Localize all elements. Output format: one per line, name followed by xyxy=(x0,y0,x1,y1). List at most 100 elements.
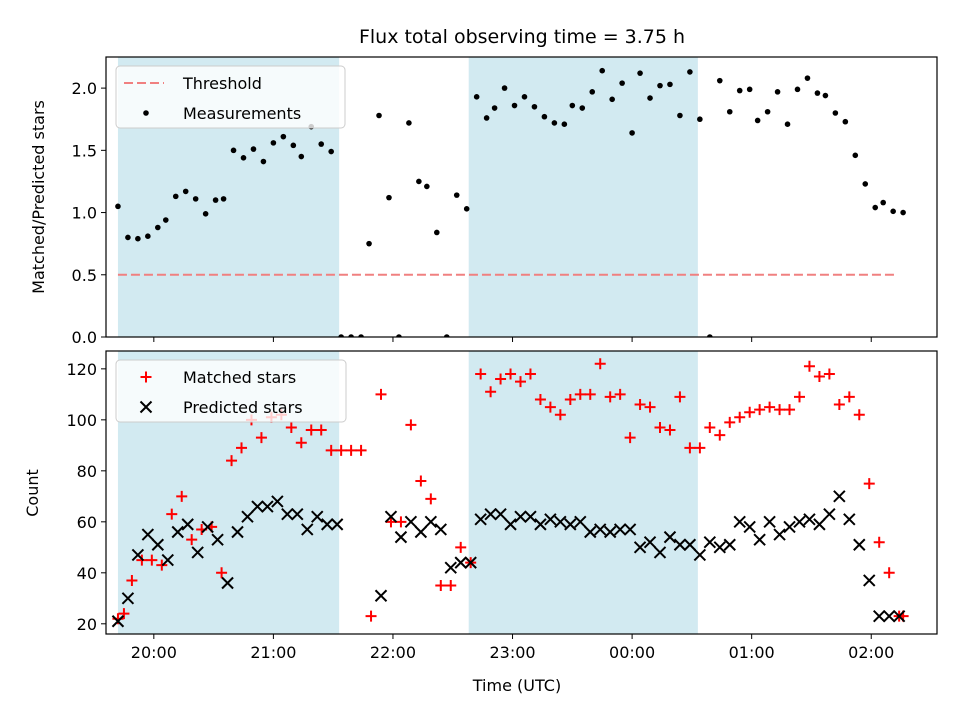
data-point xyxy=(485,386,497,398)
data-point xyxy=(121,592,135,605)
data-point xyxy=(515,376,527,388)
data-point xyxy=(211,533,224,546)
y-tick-label: 120 xyxy=(66,360,97,379)
data-point xyxy=(713,541,726,554)
data-point xyxy=(813,518,826,531)
data-point xyxy=(115,203,121,210)
data-point xyxy=(475,368,487,380)
data-point xyxy=(305,424,317,436)
data-point xyxy=(455,541,467,553)
axes-frame xyxy=(105,56,938,338)
data-point xyxy=(793,391,805,403)
data-point xyxy=(135,235,141,242)
data-point xyxy=(551,120,558,126)
x-tick-label: 20:00 xyxy=(131,643,177,662)
series-measurements xyxy=(115,67,906,337)
y-tick-label: 40 xyxy=(77,564,97,583)
data-point xyxy=(201,520,214,534)
data-point xyxy=(813,370,825,382)
data-point xyxy=(833,399,845,411)
data-point xyxy=(534,393,546,405)
data-point xyxy=(260,158,267,165)
legend-box xyxy=(115,65,346,129)
data-point xyxy=(443,334,450,337)
data-point xyxy=(434,523,447,536)
data-point xyxy=(348,334,354,337)
data-point xyxy=(694,442,706,454)
data-point xyxy=(325,444,337,456)
legend-label: Predicted stars xyxy=(183,398,303,417)
data-point xyxy=(823,507,836,521)
x-tick-label: 01:00 xyxy=(729,643,775,662)
data-point xyxy=(301,523,314,536)
data-point xyxy=(473,94,480,100)
data-point xyxy=(495,373,507,385)
observing-window-band xyxy=(468,57,698,337)
data-point xyxy=(111,615,125,628)
data-point xyxy=(338,334,344,337)
data-point xyxy=(723,538,736,551)
data-point xyxy=(192,196,199,202)
data-point xyxy=(703,536,717,549)
data-point xyxy=(386,194,392,201)
data-point xyxy=(202,211,209,217)
data-point xyxy=(424,183,430,190)
data-point xyxy=(890,208,896,215)
data-point xyxy=(320,518,334,531)
data-point xyxy=(579,105,586,111)
data-point xyxy=(647,95,653,101)
bottom-panel: 20 40 60 80 100 120 20:00 21:00 22:00 23:00 00:00 0… xyxy=(66,350,938,662)
legend-measurements-swatch xyxy=(143,110,149,116)
data-point xyxy=(172,193,179,200)
x-tick-label: 00:00 xyxy=(609,643,655,662)
chart-title: Flux total observing time = 3.75 h xyxy=(359,26,685,48)
data-point xyxy=(683,538,697,551)
data-point xyxy=(358,334,364,337)
data-point xyxy=(604,391,616,403)
data-point xyxy=(151,538,165,551)
data-point xyxy=(156,559,168,571)
y-tick-label: 100 xyxy=(66,411,97,430)
data-point xyxy=(619,80,625,86)
data-point xyxy=(162,217,169,223)
data-point xyxy=(406,120,412,126)
data-point xyxy=(126,574,138,586)
data-point xyxy=(504,518,517,531)
data-point xyxy=(853,538,866,551)
y-tick-label: 80 xyxy=(77,462,97,481)
data-point xyxy=(281,507,294,521)
data-point xyxy=(697,116,703,123)
data-point xyxy=(251,500,264,513)
data-point xyxy=(366,240,372,247)
data-point xyxy=(643,536,657,549)
data-point xyxy=(584,388,596,400)
data-point xyxy=(724,416,736,428)
data-point xyxy=(384,510,398,523)
data-point xyxy=(191,546,204,559)
data-point xyxy=(505,368,517,380)
legend-box xyxy=(115,359,347,423)
data-point xyxy=(270,140,277,146)
data-point xyxy=(315,424,327,436)
data-point xyxy=(873,609,886,623)
data-point xyxy=(633,541,647,554)
y-tick-label: 1.0 xyxy=(72,204,97,223)
data-point xyxy=(544,401,556,413)
data-point xyxy=(754,117,761,124)
y-tick-label: 0.0 xyxy=(72,328,97,347)
data-point xyxy=(181,518,194,531)
data-point xyxy=(161,553,174,567)
data-point xyxy=(290,142,297,149)
data-point xyxy=(511,102,518,109)
data-point xyxy=(521,94,528,100)
data-point xyxy=(453,192,460,198)
data-point xyxy=(883,567,895,579)
data-point xyxy=(280,133,287,140)
data-point xyxy=(285,421,297,433)
data-point xyxy=(250,146,257,152)
data-point xyxy=(814,90,821,96)
data-point xyxy=(673,538,687,551)
data-point xyxy=(564,393,576,405)
data-point xyxy=(118,608,130,620)
